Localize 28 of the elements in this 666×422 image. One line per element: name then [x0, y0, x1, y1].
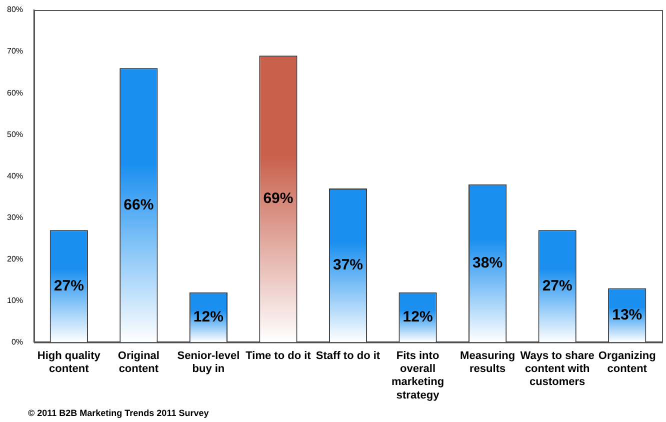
x-tick-label: Senior-level buy in [177, 350, 240, 376]
data-label: 66% [124, 196, 154, 214]
data-label: 13% [612, 306, 642, 324]
y-tick-label: 60% [6, 88, 24, 98]
data-label: 37% [332, 256, 364, 274]
data-label: 38% [472, 254, 503, 272]
y-tick-label: 10% [6, 296, 24, 305]
y-tick-label: 50% [6, 130, 24, 139]
x-tick-label: Fits into overall marketing strategy [391, 350, 444, 402]
x-tick-label: Time to do it [246, 350, 312, 362]
x-tick-label: Ways to share content with customers [520, 350, 594, 388]
data-label: 12% [402, 308, 433, 326]
x-tick-label: Measuring results [460, 350, 516, 376]
x-tick-label: Original content [118, 350, 160, 376]
x-tick-label: High quality content [37, 350, 102, 376]
data-label: 12% [193, 308, 224, 326]
x-tick-label: Staff to do it [316, 350, 380, 362]
y-tick-label: 40% [6, 171, 24, 180]
y-tick-label: 70% [6, 46, 24, 56]
data-label: 27% [542, 277, 572, 294]
text: © 2011 B2B Marketing Trends 2011 Survey [28, 408, 209, 418]
y-tick-label: 80% [6, 5, 24, 14]
data-label: 69% [263, 190, 294, 208]
y-tick-label: 20% [6, 254, 24, 264]
x-tick-label: Organizing content [598, 350, 656, 376]
y-tick-label: 0% [11, 337, 24, 346]
y-tick-label: 30% [6, 212, 24, 222]
data-label: 27% [54, 277, 84, 294]
